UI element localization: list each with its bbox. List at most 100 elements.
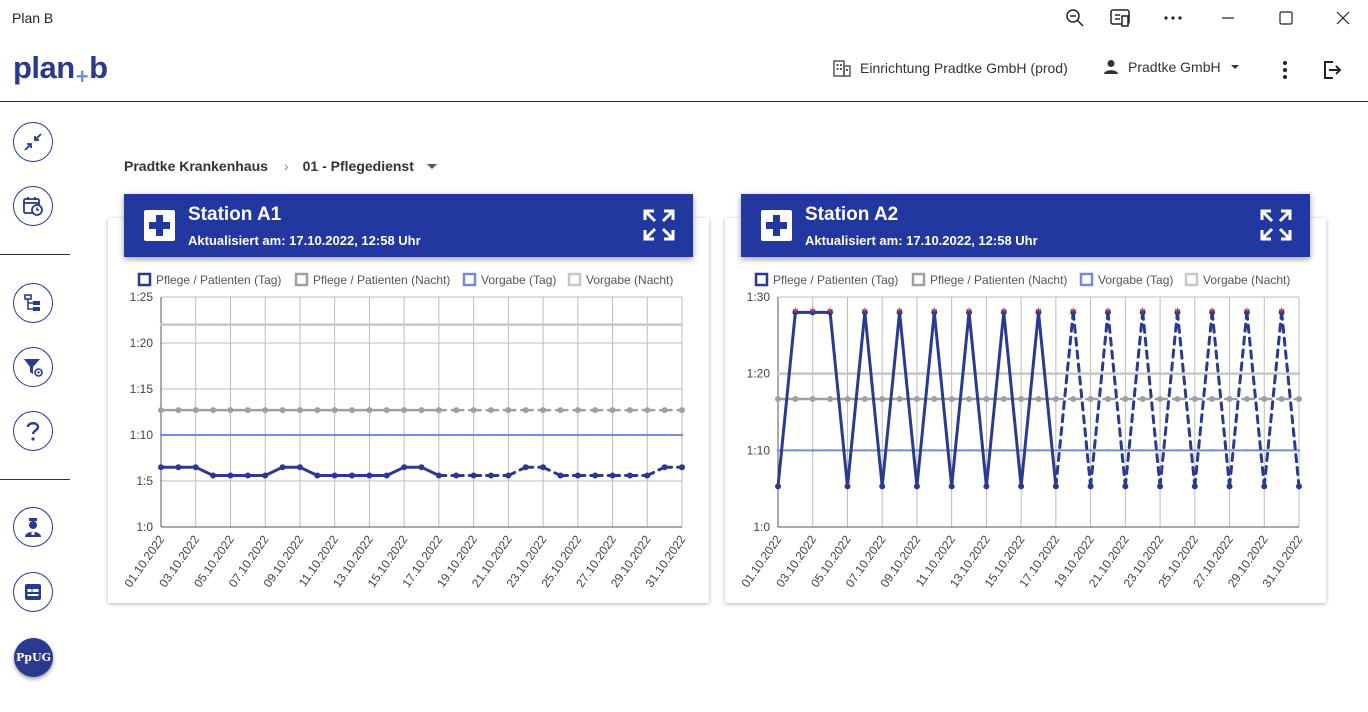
data-point bbox=[611, 433, 614, 437]
data-point bbox=[809, 309, 816, 316]
series-segment bbox=[1141, 310, 1162, 488]
series-segment bbox=[298, 465, 319, 477]
data-point bbox=[896, 395, 903, 402]
data-point bbox=[1054, 372, 1058, 375]
user-menu[interactable]: Pradtke GmbH bbox=[1102, 58, 1241, 76]
data-point bbox=[967, 372, 971, 375]
breadcrumb-current[interactable]: 01 - Pflegedienst bbox=[302, 158, 414, 174]
data-point bbox=[331, 472, 338, 479]
data-point bbox=[211, 433, 215, 437]
data-point bbox=[680, 323, 684, 326]
data-point bbox=[333, 323, 336, 326]
facility-selector[interactable]: Einrichtung Pradtke GmbH (prod) bbox=[832, 58, 1068, 78]
data-point bbox=[1122, 483, 1129, 490]
data-point bbox=[576, 433, 579, 437]
y-tick-label: 1:20 bbox=[130, 336, 154, 350]
series-segment bbox=[915, 310, 936, 488]
data-point bbox=[455, 433, 458, 437]
maximize-icon bbox=[1279, 11, 1293, 25]
y-tick-label: 1:30 bbox=[747, 290, 771, 304]
legend-item: Vorgabe (Nacht) bbox=[1184, 272, 1290, 287]
data-point bbox=[1243, 309, 1250, 316]
legend-item: Pflege / Patienten (Tag) bbox=[754, 272, 898, 287]
reader-mode-button[interactable] bbox=[1100, 4, 1140, 32]
data-point bbox=[1210, 372, 1214, 375]
series-segment bbox=[984, 310, 1006, 488]
minimize-button[interactable] bbox=[1208, 4, 1248, 32]
data-point bbox=[985, 449, 988, 452]
data-point bbox=[210, 472, 217, 479]
ppug-button[interactable]: PpUG bbox=[14, 638, 53, 677]
data-point bbox=[522, 407, 529, 414]
data-point bbox=[792, 309, 799, 316]
data-point bbox=[1278, 395, 1285, 402]
data-point bbox=[453, 472, 460, 479]
data-point bbox=[646, 433, 649, 437]
app-logo[interactable]: plan+b bbox=[13, 50, 108, 89]
y-tick-label: 1:5 bbox=[136, 474, 153, 488]
data-point bbox=[524, 433, 527, 437]
series-segment bbox=[194, 465, 215, 477]
data-point bbox=[931, 309, 938, 316]
series-segment bbox=[645, 465, 667, 477]
data-point bbox=[1141, 372, 1144, 375]
series-segment bbox=[1019, 310, 1040, 488]
filter-settings-button[interactable] bbox=[13, 347, 53, 387]
data-point bbox=[966, 395, 973, 402]
data-point bbox=[646, 323, 649, 326]
data-point bbox=[809, 395, 816, 402]
data-point bbox=[828, 372, 832, 375]
data-point bbox=[281, 433, 284, 437]
help-button[interactable] bbox=[13, 411, 53, 451]
data-point bbox=[244, 472, 251, 479]
data-point bbox=[264, 433, 267, 437]
more-button[interactable] bbox=[1153, 4, 1193, 32]
series-segment bbox=[1054, 310, 1075, 488]
bed-button[interactable] bbox=[13, 572, 53, 612]
data-point bbox=[1174, 395, 1181, 402]
maximize-button[interactable] bbox=[1266, 4, 1306, 32]
series-segment bbox=[950, 310, 971, 488]
expand-icon[interactable] bbox=[643, 209, 675, 241]
breadcrumb-root[interactable]: Pradtke Krankenhaus bbox=[124, 158, 268, 174]
data-point bbox=[1070, 309, 1077, 316]
exceed-marker: * bbox=[1070, 304, 1076, 321]
options-menu-button[interactable] bbox=[1273, 58, 1297, 82]
exceed-marker: * bbox=[810, 304, 816, 321]
series-segment bbox=[1245, 310, 1266, 488]
y-tick-label: 1:10 bbox=[747, 443, 771, 457]
hierarchy-button[interactable] bbox=[13, 283, 53, 323]
calendar-history-button[interactable] bbox=[13, 186, 53, 226]
data-point bbox=[522, 464, 529, 471]
chevron-right-icon: › bbox=[283, 158, 289, 174]
sidebar-divider bbox=[0, 479, 70, 480]
collapse-arrows-icon bbox=[24, 133, 42, 151]
data-point bbox=[229, 433, 232, 437]
series-1 bbox=[158, 407, 685, 414]
series-segment bbox=[1280, 310, 1301, 488]
caret-down-icon[interactable] bbox=[426, 160, 438, 172]
data-point bbox=[1124, 372, 1127, 375]
nurse-button[interactable] bbox=[13, 507, 53, 547]
data-point bbox=[1228, 449, 1231, 452]
collapse-button[interactable] bbox=[13, 122, 53, 162]
data-point bbox=[262, 407, 269, 414]
data-point bbox=[333, 433, 336, 437]
data-point bbox=[1087, 395, 1094, 402]
zoom-out-button[interactable] bbox=[1055, 4, 1095, 32]
series-2 bbox=[776, 449, 1301, 452]
data-point bbox=[933, 449, 936, 452]
data-point bbox=[402, 323, 406, 326]
series-1 bbox=[775, 395, 1302, 402]
close-window-button[interactable] bbox=[1323, 4, 1363, 32]
expand-icon[interactable] bbox=[1260, 209, 1292, 241]
data-point bbox=[611, 323, 614, 326]
data-point bbox=[279, 407, 286, 414]
data-point bbox=[455, 323, 458, 326]
data-point bbox=[1226, 483, 1233, 490]
exceed-marker: * bbox=[1244, 304, 1250, 321]
data-point bbox=[679, 464, 685, 471]
logout-button[interactable] bbox=[1320, 58, 1344, 82]
data-point bbox=[967, 449, 971, 452]
y-tick-label: 1:10 bbox=[130, 428, 154, 442]
